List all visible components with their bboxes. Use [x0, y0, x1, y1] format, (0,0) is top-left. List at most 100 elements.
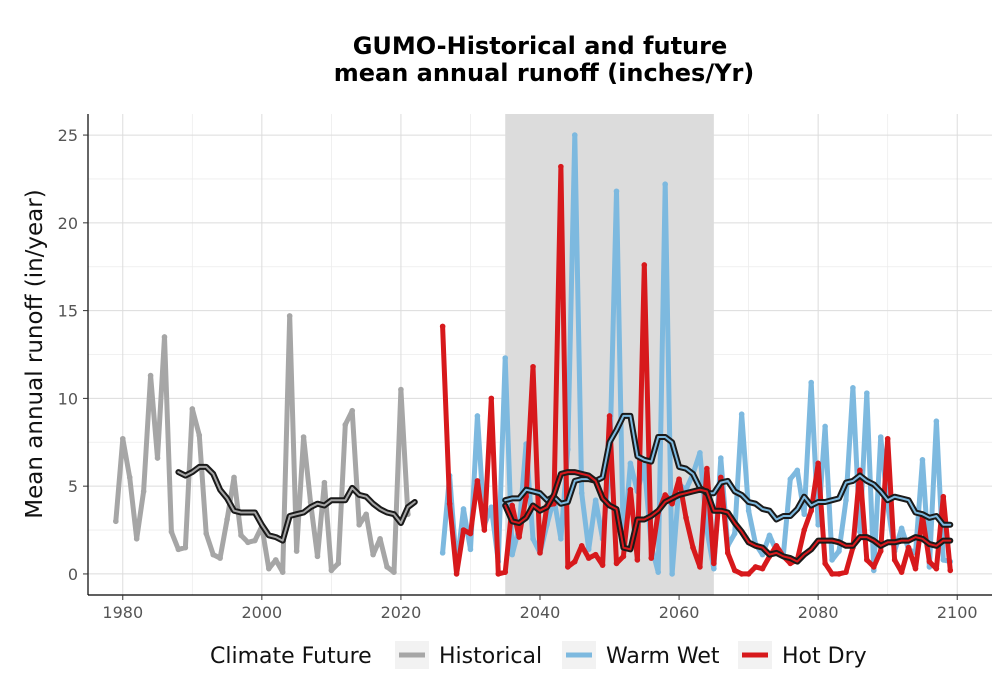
data-point-hot-dry [738, 571, 745, 577]
data-point-warm-wet [787, 476, 794, 482]
data-point-historical [342, 421, 349, 428]
data-point-warm-wet [843, 497, 849, 504]
data-point-hot-dry [724, 550, 731, 556]
data-point-hot-dry [606, 413, 613, 419]
data-point-hot-dry [690, 544, 696, 551]
series-lines [113, 132, 954, 577]
legend-title: Climate Future [210, 644, 372, 669]
data-point-historical [168, 529, 175, 535]
data-point-warm-wet [864, 390, 870, 396]
data-point-hot-dry [912, 565, 919, 572]
data-point-hot-dry [481, 527, 488, 533]
data-point-hot-dry [822, 560, 828, 567]
data-point-hot-dry [933, 565, 940, 572]
data-point-hot-dry [877, 548, 884, 554]
data-point-warm-wet [877, 434, 884, 440]
data-point-hot-dry [439, 323, 446, 330]
data-point-hot-dry [731, 567, 738, 574]
data-point-warm-wet [731, 530, 738, 537]
data-point-hot-dry [857, 467, 863, 474]
data-point-warm-wet [711, 565, 717, 572]
x-tick-label: 2060 [659, 603, 700, 622]
data-point-warm-wet [613, 188, 620, 195]
data-point-warm-wet [439, 550, 446, 556]
data-point-warm-wet [655, 569, 662, 575]
data-point-warm-wet [571, 132, 578, 138]
data-point-hot-dry [759, 565, 766, 572]
data-point-historical [113, 518, 119, 525]
data-point-hot-dry [843, 569, 849, 575]
data-point-historical [356, 521, 363, 528]
data-point-historical [175, 546, 182, 553]
data-point-warm-wet [509, 551, 515, 558]
data-point-hot-dry [662, 492, 668, 498]
series-line-hot-dry [440, 164, 953, 577]
data-point-historical [349, 407, 356, 414]
smoothed-line-warm-wet [504, 414, 952, 526]
y-tick-label: 5 [68, 477, 78, 496]
data-point-warm-wet [530, 536, 536, 542]
data-point-hot-dry [815, 460, 821, 467]
x-tick-label: 2100 [937, 603, 978, 622]
data-point-hot-dry [891, 557, 898, 563]
data-point-historical [203, 530, 210, 537]
data-point-historical [398, 386, 404, 393]
data-point-hot-dry [467, 530, 474, 537]
smoothed-line-historical [177, 465, 416, 542]
data-point-hot-dry [718, 474, 724, 481]
legend-label-historical: Historical [439, 644, 542, 669]
x-tick-label: 2020 [381, 603, 422, 622]
data-point-historical [245, 539, 251, 546]
data-point-hot-dry [571, 558, 578, 565]
y-tick-label: 15 [58, 302, 78, 321]
data-point-historical [266, 565, 272, 572]
data-point-historical [335, 560, 342, 567]
data-point-warm-wet [815, 521, 821, 528]
data-point-hot-dry [870, 564, 877, 570]
data-point-historical [154, 455, 161, 461]
data-point-hot-dry [683, 514, 689, 521]
data-point-historical [133, 536, 140, 542]
data-point-historical [279, 569, 286, 575]
y-tick-label: 0 [68, 565, 78, 584]
data-point-historical [314, 553, 321, 560]
data-point-warm-wet [745, 507, 752, 514]
chart-title-line-1: GUMO-Historical and future [353, 32, 728, 60]
data-point-historical [140, 488, 147, 495]
data-point-warm-wet [460, 506, 467, 512]
data-point-warm-wet [662, 181, 668, 188]
data-point-hot-dry [558, 163, 564, 170]
data-point-warm-wet [836, 548, 842, 554]
data-point-hot-dry [940, 493, 947, 500]
data-point-hot-dry [585, 555, 592, 561]
data-point-hot-dry [773, 543, 780, 549]
chart-title-line-2: mean annual runoff (inches/Yr) [334, 59, 755, 87]
data-point-hot-dry [926, 558, 933, 565]
data-point-hot-dry [599, 562, 606, 568]
data-point-historical [210, 551, 216, 558]
data-point-warm-wet [857, 529, 863, 535]
data-point-hot-dry [627, 486, 634, 493]
data-point-historical [119, 435, 126, 442]
data-point-warm-wet [704, 527, 710, 533]
data-point-historical [377, 536, 383, 542]
data-point-warm-wet [919, 457, 926, 463]
data-point-warm-wet [697, 450, 703, 456]
data-point-warm-wet [808, 379, 814, 386]
data-point-hot-dry [829, 571, 835, 577]
smoothed-line-hot-dry [504, 471, 952, 563]
data-point-historical [384, 564, 390, 570]
y-tick-label: 25 [58, 126, 78, 145]
data-point-warm-wet [718, 455, 724, 461]
x-tick-label: 2040 [520, 603, 561, 622]
data-point-hot-dry [530, 363, 536, 370]
data-point-hot-dry [502, 569, 509, 575]
data-point-warm-wet [898, 525, 905, 532]
data-point-hot-dry [592, 551, 599, 558]
data-point-hot-dry [697, 564, 703, 570]
data-point-hot-dry [537, 550, 543, 556]
data-point-warm-wet [641, 462, 648, 468]
x-tick-label: 2080 [798, 603, 839, 622]
data-point-historical [196, 432, 203, 439]
data-point-hot-dry [648, 555, 655, 561]
